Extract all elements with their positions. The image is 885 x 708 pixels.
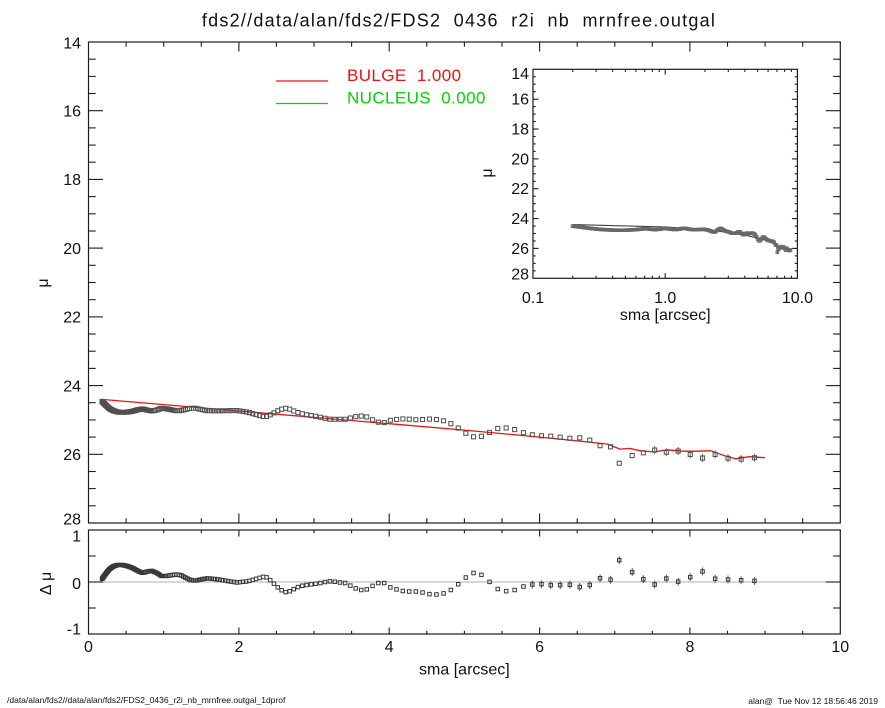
svg-text:sma [arcsec]: sma [arcsec]: [620, 307, 711, 324]
svg-text:26: 26: [63, 447, 81, 464]
svg-text:Δ μ: Δ μ: [38, 572, 55, 595]
svg-text:0.1: 0.1: [522, 290, 544, 307]
svg-text:0: 0: [84, 639, 93, 656]
svg-text:28: 28: [511, 266, 529, 283]
svg-text:10.0: 10.0: [782, 290, 813, 307]
svg-text:0: 0: [72, 576, 81, 593]
svg-text:4: 4: [385, 639, 394, 656]
svg-text:20: 20: [511, 151, 529, 168]
svg-text:6: 6: [535, 639, 544, 656]
svg-text:14: 14: [63, 36, 81, 53]
svg-text:2: 2: [234, 639, 243, 656]
svg-text:24: 24: [63, 378, 81, 395]
svg-text:22: 22: [63, 310, 81, 327]
svg-text:μ: μ: [35, 278, 52, 287]
svg-text:16: 16: [511, 92, 529, 109]
svg-text:-1: -1: [67, 622, 81, 639]
svg-text:18: 18: [63, 172, 81, 189]
svg-text:10: 10: [831, 639, 849, 656]
svg-text:BULGE 1.000: BULGE 1.000: [347, 66, 461, 85]
svg-text:/data/alan/fds2//data/alan/fds: /data/alan/fds2//data/alan/fds2/FDS2_043…: [7, 695, 286, 705]
svg-text:28: 28: [63, 512, 81, 529]
svg-text:fds2//data/alan/fds2/FDS2 043: fds2//data/alan/fds2/FDS2 0436 r2i nb mr…: [202, 11, 716, 31]
svg-text:24: 24: [511, 211, 529, 228]
svg-text:1.0: 1.0: [654, 290, 676, 307]
svg-text:14: 14: [511, 66, 529, 83]
svg-text:sma [arcsec]: sma [arcsec]: [419, 662, 510, 679]
svg-text:μ: μ: [479, 168, 496, 177]
svg-text:8: 8: [685, 639, 694, 656]
svg-text:26: 26: [511, 241, 529, 258]
svg-text:22: 22: [511, 181, 529, 198]
svg-text:18: 18: [511, 122, 529, 139]
svg-text:1: 1: [72, 529, 81, 546]
svg-text:alan@ Tue Nov 12 18:56:46 201: alan@ Tue Nov 12 18:56:46 2019: [748, 696, 878, 706]
svg-text:NUCLEUS 0.000: NUCLEUS 0.000: [347, 89, 486, 108]
svg-text:20: 20: [63, 241, 81, 258]
svg-text:16: 16: [63, 104, 81, 121]
